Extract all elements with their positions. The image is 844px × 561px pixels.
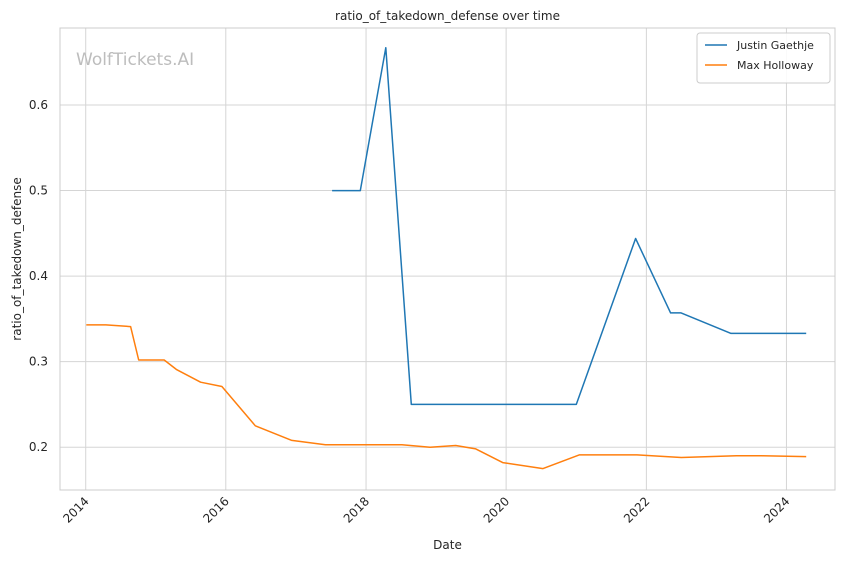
- chart-title: ratio_of_takedown_defense over time: [335, 9, 560, 23]
- x-axis-label: Date: [433, 538, 462, 552]
- legend-label: Max Holloway: [737, 59, 814, 72]
- y-tick-label: 0.6: [29, 98, 48, 112]
- y-tick-label: 0.2: [29, 440, 48, 454]
- legend: Justin Gaethje Max Holloway: [696, 32, 831, 84]
- y-tick-label: 0.3: [29, 355, 48, 369]
- series-layer: [86, 46, 807, 470]
- y-tick-label: 0.4: [29, 269, 48, 283]
- watermark-text: WolfTickets.AI: [76, 50, 194, 70]
- y-axis-ticks: 0.2 0.3 0.4 0.5 0.6: [29, 98, 48, 454]
- legend-label: Justin Gaethje: [736, 39, 814, 52]
- series-line-max-holloway: [86, 324, 807, 470]
- grid-lines: [60, 28, 835, 490]
- plot-frame: [59, 27, 836, 491]
- y-tick-label: 0.5: [29, 184, 48, 198]
- series-line-justin-gaethje: [332, 46, 807, 406]
- y-axis-label: ratio_of_takedown_defense: [10, 177, 24, 340]
- legend-box: [696, 32, 831, 84]
